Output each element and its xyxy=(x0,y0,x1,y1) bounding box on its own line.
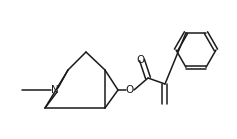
Text: N: N xyxy=(51,85,59,95)
Text: O: O xyxy=(126,85,134,95)
Text: O: O xyxy=(137,55,145,65)
